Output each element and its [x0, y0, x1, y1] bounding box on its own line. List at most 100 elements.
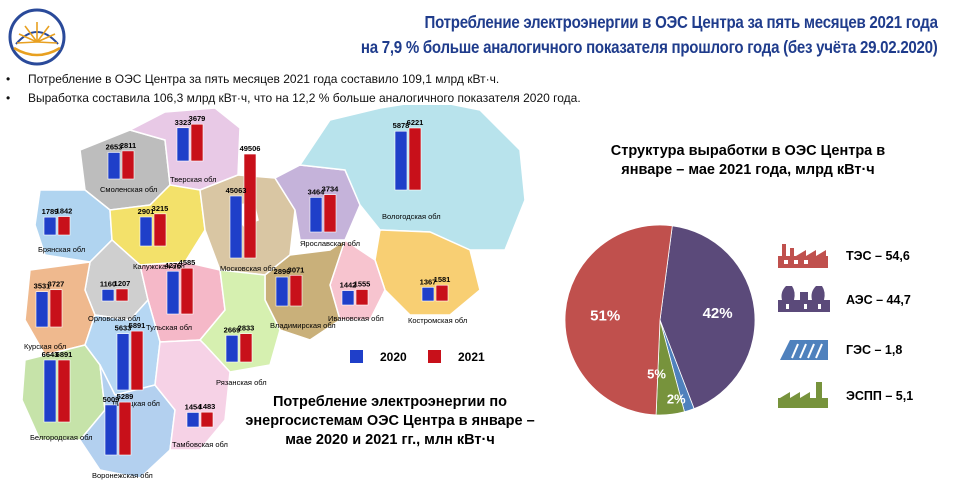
bar-2020-8 [166, 270, 180, 315]
bar-2021-4 [243, 153, 257, 259]
bar-2020-4 [229, 195, 243, 259]
bar-2020-12 [35, 291, 49, 328]
bar-label-2020-6: 5878 [393, 121, 410, 130]
bar-2021-7 [115, 288, 129, 302]
bar-label-2020-4: 45063 [226, 186, 247, 195]
legend-label-ges: ГЭС – 1,8 [846, 343, 903, 357]
legend-label-aes: АЭС – 44,7 [846, 293, 911, 307]
bar-2021-9 [289, 274, 303, 307]
bar-label-2020-16: 5009 [103, 395, 120, 404]
bar-label-2021-12: 3727 [48, 280, 65, 289]
bar-2021-2 [57, 216, 71, 236]
thermal-plant-icon [778, 244, 828, 268]
bar-2020-9 [275, 276, 289, 307]
bar-label-2021-3: 3215 [152, 204, 169, 213]
legend-swatch-2021 [428, 350, 441, 363]
region-name-13: Липецкая обл [112, 399, 160, 408]
bar-2021-10 [355, 289, 369, 306]
region-name-3: Калужская обл [133, 262, 185, 271]
bar-label-2021-17: 1483 [199, 402, 216, 411]
bar-label-2020-15: 6643 [42, 350, 59, 359]
pie-slice-ТЭС [564, 224, 673, 416]
region-name-1: Тверская обл [170, 175, 217, 184]
legend-item-tes: ТЭС – 54,6 [776, 240, 946, 274]
bar-label-2021-2: 1842 [56, 207, 73, 216]
region-name-9: Владимирская обл [270, 321, 336, 330]
bar-2020-10 [341, 290, 355, 306]
bar-2020-2 [43, 216, 57, 236]
bar-2021-13 [130, 330, 144, 391]
bar-label-2020-10: 1442 [340, 281, 357, 290]
map-chart-title: Потребление электроэнергии по энергосист… [245, 394, 535, 448]
map-legend: 2020 2021 [350, 348, 490, 373]
pie-slice-АЭС [659, 225, 756, 410]
pie-label-ЭСПП: 5% [647, 367, 666, 382]
bar-label-2020-5: 3464 [308, 187, 326, 196]
legend-label-2020: 2020 [380, 350, 407, 364]
hydro-plant-icon [780, 340, 828, 360]
region-name-14: Рязанская обл [216, 378, 267, 387]
region-name-11: Костромская обл [408, 316, 467, 325]
legend-item-ges: ГЭС – 1,8 [776, 334, 946, 368]
bar-2020-15 [43, 359, 57, 423]
legend-item-espp: ЭСПП – 5,1 [776, 380, 946, 414]
region-name-6: Вологодская обл [382, 212, 441, 221]
bar-2021-14 [239, 333, 253, 363]
page-title-line-1: Потребление электроэнергии в ОЭС Центра … [424, 12, 938, 32]
bar-label-2020-12: 3531 [34, 282, 51, 291]
bar-2021-1 [190, 123, 204, 162]
bar-2020-1 [176, 127, 190, 162]
bar-2021-15 [57, 359, 71, 423]
page-title-line-2: на 7,9 % больше аналогичного показателя … [361, 37, 938, 57]
bar-label-2021-6: 6221 [407, 118, 424, 127]
bar-2020-13 [116, 333, 130, 391]
bar-label-2021-13: 5891 [129, 321, 146, 330]
bar-label-2020-7: 1160 [100, 279, 116, 288]
bar-2021-5 [323, 194, 337, 233]
bullet-generation-text: Выработка составила 106,3 млрд кВт·ч, чт… [28, 91, 581, 105]
legend-item-aes: АЭС – 44,7 [776, 284, 946, 318]
bar-2020-7 [101, 289, 115, 302]
bullet-consumption: • Потребление в ОЭС Центра за пять месяце… [6, 72, 500, 86]
bar-label-2020-9: 2896 [274, 267, 291, 276]
region-name-5: Ярославская обл [300, 239, 360, 248]
bar-label-2020-1: 3323 [175, 118, 192, 127]
bar-2021-8 [180, 267, 194, 315]
bar-label-2021-7: 1207 [114, 279, 131, 288]
bar-label-2020-11: 1367 [420, 277, 437, 286]
bullet-generation: • Выработка составила 106,3 млрд кВт·ч, ч… [6, 91, 581, 105]
bar-2021-3 [153, 213, 167, 247]
bar-label-2020-8: 4276 [165, 261, 182, 270]
bar-label-2020-13: 5633 [115, 324, 132, 333]
region-name-15: Белгородская обл [30, 433, 93, 442]
legend-swatch-2020 [350, 350, 363, 363]
bar-2020-16 [104, 404, 118, 456]
map-legend-swatches [350, 350, 441, 363]
bar-2021-17 [200, 411, 214, 428]
region-ryazan [198, 269, 281, 373]
bar-label-2021-10: 1555 [354, 279, 371, 288]
region-name-10: Ивановская обл [328, 314, 384, 323]
bar-label-2020-2: 1789 [42, 207, 59, 216]
company-logo [8, 8, 66, 66]
legend-label-tes: ТЭС – 54,6 [846, 249, 910, 263]
bar-2021-12 [49, 289, 63, 328]
bar-2020-0 [107, 152, 121, 180]
region-name-0: Смоленская обл [100, 185, 157, 194]
region-name-7: Орловская обл [88, 314, 140, 323]
generation-pie-chart: 51% 42% 2%5% [564, 224, 756, 416]
pie-label-АЭС: 42% [703, 305, 733, 322]
bar-2020-5 [309, 197, 323, 233]
industrial-plant-icon [778, 382, 828, 408]
region-name-17: Тамбовская обл [172, 440, 228, 449]
nuclear-plant-icon [778, 286, 830, 312]
bar-label-2021-9: 3071 [288, 265, 305, 274]
bar-2021-6 [408, 127, 422, 191]
bar-label-2021-1: 3679 [189, 114, 206, 123]
bar-label-2020-17: 1454 [185, 402, 203, 411]
bar-label-2021-16: 5289 [117, 392, 134, 401]
pie-label-ГЭС: 2% [667, 391, 686, 406]
pie-label-ТЭС: 51% [590, 307, 620, 324]
region-name-16: Воронежская обл [92, 471, 153, 480]
